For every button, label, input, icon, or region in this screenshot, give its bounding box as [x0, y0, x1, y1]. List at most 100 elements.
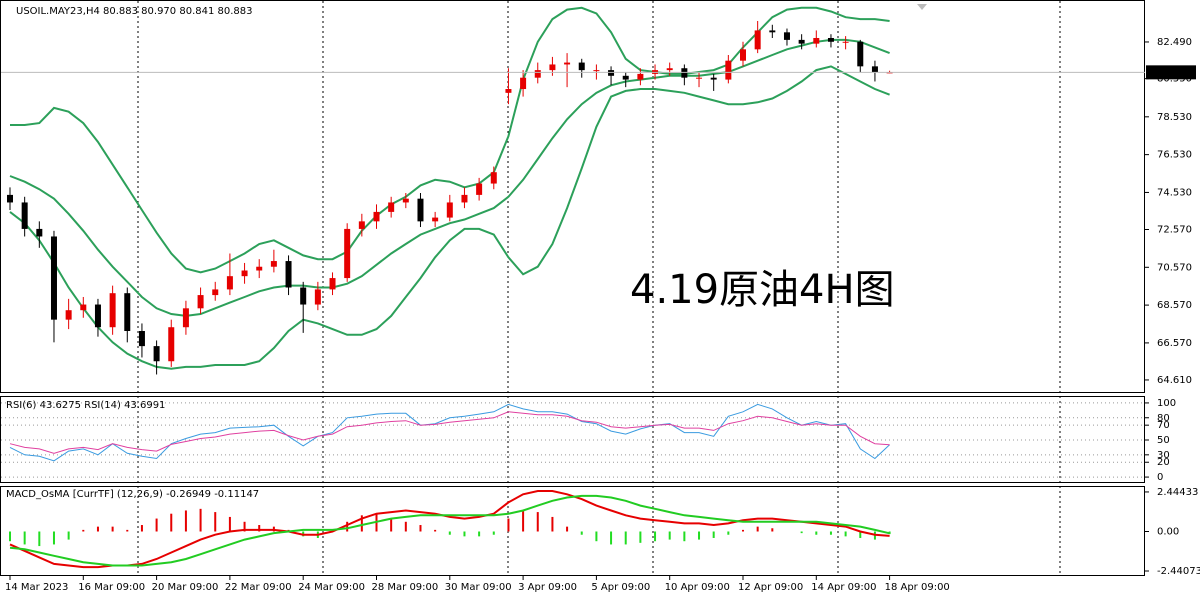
y-tick-label: 72.570: [1157, 224, 1192, 235]
candle-body: [402, 198, 409, 203]
candle-body: [417, 198, 424, 222]
candle-body: [783, 32, 790, 40]
candle-body: [710, 77, 717, 80]
osma-bar: [199, 508, 202, 532]
osma-bar: [859, 531, 862, 538]
price-panel: [0, 0, 1145, 393]
osma-bar: [170, 513, 173, 532]
candle-body: [21, 202, 28, 229]
candle-body: [505, 89, 512, 93]
osma-bar: [610, 531, 613, 545]
candle-body: [578, 62, 585, 71]
price-box: [1146, 65, 1196, 80]
candle-body: [740, 49, 746, 61]
y-tick-label: 0: [1157, 472, 1163, 483]
rsi-title: RSI(6) 43.6275 RSI(14) 43.6991: [6, 400, 165, 411]
candle-body: [490, 172, 497, 184]
osma-bar: [67, 531, 70, 540]
x-tick-label: 30 Mar 09:00: [445, 582, 512, 593]
x-tick-label: 10 Apr 09:00: [665, 582, 730, 593]
y-tick-label: 20: [1157, 457, 1170, 468]
candle-body: [637, 73, 644, 80]
osma-bar: [404, 521, 407, 532]
candle-body: [549, 64, 556, 71]
candle-body: [344, 228, 351, 279]
y-tick-label: 74.530: [1157, 187, 1192, 198]
osma-bar: [683, 531, 686, 542]
candle-body: [432, 217, 439, 222]
candle-body: [798, 39, 805, 44]
candle-body: [226, 276, 233, 290]
osma-bar: [184, 510, 187, 532]
candle-body: [769, 30, 776, 33]
candle-body: [666, 68, 673, 71]
candle-body: [871, 66, 878, 73]
x-tick-label: 22 Mar 09:00: [225, 582, 292, 593]
osma-bar: [96, 526, 99, 532]
candle-body: [36, 228, 43, 237]
candle-body: [124, 293, 131, 331]
osma-bar: [580, 531, 583, 535]
y-tick-label: 100: [1157, 398, 1176, 409]
candle-body: [842, 41, 849, 43]
candle-body: [182, 308, 189, 328]
x-tick-label: 3 Apr 09:00: [518, 582, 577, 593]
macd-panel: [0, 486, 1145, 576]
osma-bar: [639, 531, 642, 543]
y-tick-label: 78.530: [1157, 112, 1192, 123]
osma-bar: [727, 531, 730, 535]
separators: [137, 1, 1061, 576]
osma-bar: [9, 531, 11, 542]
candle-body: [534, 70, 541, 78]
osma-bar: [82, 529, 85, 532]
x-tick-label: 28 Mar 09:00: [372, 582, 439, 593]
y-tick-label: 66.570: [1157, 338, 1192, 349]
candle-body: [329, 278, 336, 290]
band-line: [9, 38, 890, 317]
osma-bar: [214, 512, 217, 532]
osma-bar: [360, 515, 363, 532]
osma-bar: [551, 516, 554, 532]
y-tick-label: 68.570: [1157, 300, 1192, 311]
candle-body: [681, 68, 688, 78]
candle-body: [65, 310, 72, 320]
osma-bar: [566, 526, 569, 532]
osma-bar: [52, 531, 55, 545]
y-tick-label: -2.44073: [1157, 566, 1200, 577]
candle-body: [358, 221, 365, 229]
candle-body: [476, 183, 483, 195]
x-tick-label: 14 Mar 2023: [5, 582, 68, 593]
osma-bar: [595, 531, 598, 542]
candle-body: [109, 293, 116, 328]
osma-bar: [126, 529, 129, 532]
candle-body: [827, 37, 834, 42]
rsi-line: [9, 411, 890, 454]
y-tick-label: 2.44433: [1157, 487, 1198, 498]
osma-bar: [38, 531, 41, 547]
x-tick-label: 24 Mar 09:00: [298, 582, 365, 593]
candle-body: [270, 261, 277, 267]
candle-body: [80, 304, 87, 311]
x-tick-label: 12 Apr 09:00: [738, 582, 803, 593]
osma-bar: [844, 531, 847, 537]
osma-bar: [829, 531, 832, 535]
candle-body: [446, 202, 453, 218]
x-tick-label: 14 Apr 09:00: [811, 582, 876, 593]
osma-bar: [800, 531, 803, 534]
y-tick-label: 70: [1157, 420, 1170, 431]
shift-marker: [917, 4, 927, 10]
y-tick-label: 30: [1157, 450, 1170, 461]
osma-bar: [258, 525, 261, 532]
candle-body: [300, 287, 307, 305]
candle-body: [696, 77, 703, 79]
y-tick-label: 80: [1157, 413, 1170, 424]
candle-body: [564, 62, 571, 65]
osma-bar: [111, 526, 114, 532]
candle-body: [622, 75, 629, 80]
osma-bar: [712, 531, 715, 538]
osma-bar: [771, 528, 774, 532]
x-tick-label: 5 Apr 09:00: [591, 582, 650, 593]
x-tick-label: 18 Apr 09:00: [885, 582, 950, 593]
